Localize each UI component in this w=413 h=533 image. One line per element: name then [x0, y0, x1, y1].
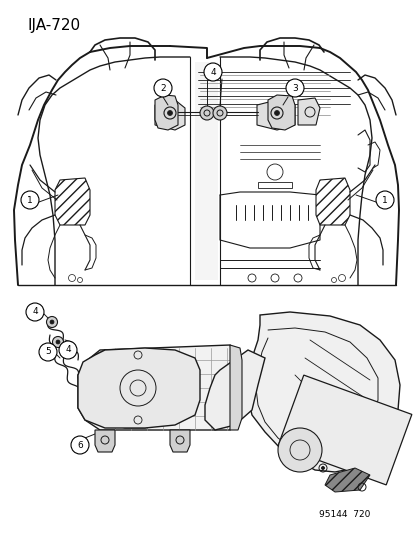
Text: 4: 4: [65, 345, 71, 354]
Text: 1: 1: [381, 196, 387, 205]
Polygon shape: [256, 100, 294, 130]
Text: 1: 1: [27, 196, 33, 205]
Polygon shape: [297, 98, 319, 125]
Text: 2: 2: [160, 84, 166, 93]
Polygon shape: [195, 62, 218, 280]
Circle shape: [52, 336, 63, 348]
Polygon shape: [78, 345, 235, 430]
Circle shape: [277, 428, 321, 472]
Text: 4: 4: [32, 308, 38, 317]
Circle shape: [50, 320, 54, 324]
Circle shape: [56, 340, 60, 344]
Circle shape: [46, 317, 57, 327]
Polygon shape: [247, 312, 399, 472]
Polygon shape: [170, 430, 190, 452]
Text: 4: 4: [210, 68, 215, 77]
Polygon shape: [78, 348, 199, 428]
Circle shape: [71, 436, 89, 454]
Circle shape: [274, 110, 279, 116]
Text: 3: 3: [292, 84, 297, 93]
Circle shape: [212, 106, 226, 120]
Polygon shape: [324, 468, 369, 492]
Text: 6: 6: [77, 440, 83, 449]
Polygon shape: [267, 95, 294, 130]
Polygon shape: [154, 95, 178, 130]
Circle shape: [154, 79, 171, 97]
Text: IJA-720: IJA-720: [28, 18, 81, 33]
Polygon shape: [230, 345, 242, 430]
Circle shape: [375, 191, 393, 209]
Circle shape: [26, 303, 44, 321]
Polygon shape: [95, 430, 115, 452]
Circle shape: [199, 106, 214, 120]
Polygon shape: [154, 100, 185, 130]
Polygon shape: [315, 178, 349, 225]
Text: 5: 5: [45, 348, 51, 357]
Circle shape: [167, 110, 172, 116]
Circle shape: [21, 191, 39, 209]
Circle shape: [204, 63, 221, 81]
Polygon shape: [278, 375, 411, 485]
Circle shape: [39, 343, 57, 361]
Text: 95144  720: 95144 720: [318, 510, 369, 519]
Polygon shape: [55, 178, 90, 225]
Circle shape: [59, 341, 77, 359]
Circle shape: [285, 79, 303, 97]
Circle shape: [321, 466, 324, 470]
Polygon shape: [204, 350, 264, 430]
